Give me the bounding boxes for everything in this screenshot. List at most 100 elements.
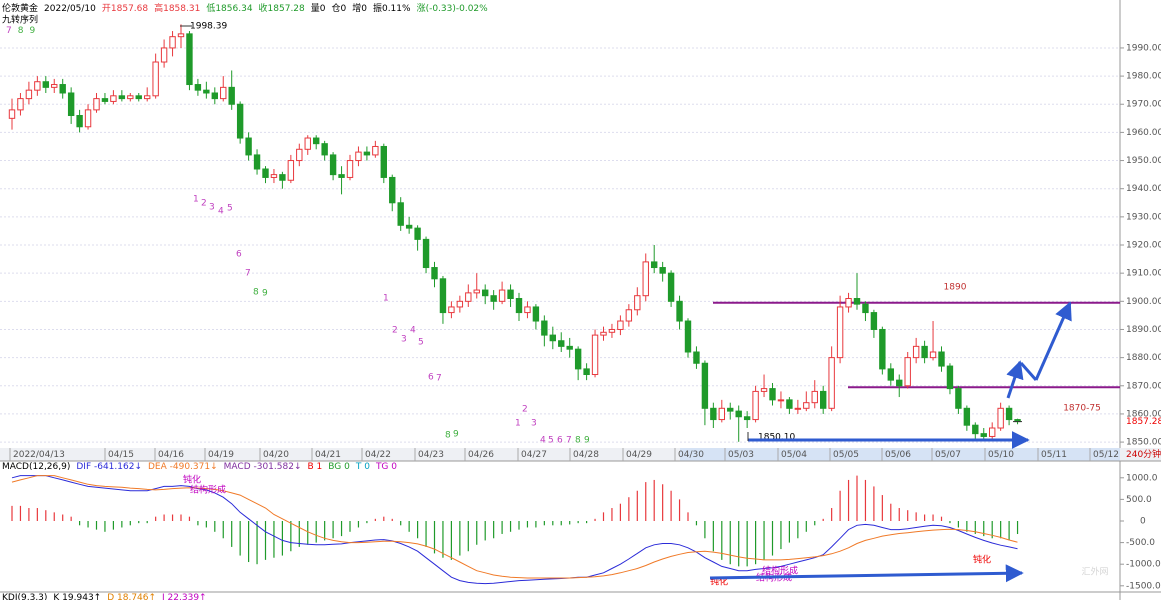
candle-body — [203, 89, 210, 94]
candle-body — [67, 92, 75, 117]
candle-body — [735, 410, 742, 418]
candle-body — [245, 137, 252, 156]
candle-body — [524, 306, 531, 314]
candle-body — [769, 388, 776, 401]
candle-body — [634, 295, 641, 311]
y-tick-label: 1880.00 — [1126, 353, 1161, 363]
seq-label: 6 — [428, 373, 434, 383]
seq-label: 5 — [548, 436, 554, 446]
candle-body — [743, 416, 751, 421]
arrow — [1034, 301, 1072, 381]
candle-body — [42, 81, 49, 88]
macd-legend-item: MACD(12,26,9) — [2, 462, 70, 472]
y-tick-label: 1860.00 — [1126, 409, 1161, 419]
x-tick-label: 04/28 — [573, 450, 599, 460]
candle-body — [946, 365, 954, 390]
kdj-legend-item: KDJ(9,3,3) — [2, 593, 47, 600]
candle-body — [211, 92, 219, 100]
x-tick-label: 04/16 — [158, 450, 184, 460]
top-seq-item: 9 — [29, 26, 35, 36]
seq-label: 5 — [418, 338, 424, 348]
candle-body — [405, 224, 413, 229]
candle-body — [651, 261, 658, 269]
candle-body — [617, 320, 624, 330]
candle-body — [101, 98, 109, 102]
seq-label: 9 — [584, 436, 590, 446]
candle-body — [169, 36, 176, 49]
arrow — [1006, 360, 1024, 399]
quote-header-item: 涨(-0.33)-0.02% — [417, 3, 489, 14]
seq-label: 1 — [193, 195, 199, 205]
candle-body — [566, 345, 573, 350]
seq-label: 2 — [522, 405, 528, 415]
quote-header-item: 量0 — [311, 3, 326, 14]
candle-body — [625, 309, 633, 322]
quote-header-item: 高1858.31 — [154, 2, 200, 14]
seq-label: 4 — [218, 207, 224, 217]
candle-body — [498, 289, 506, 302]
candle-body — [684, 320, 692, 353]
macd-line — [11, 475, 1018, 579]
seq-label: 7 — [436, 374, 442, 384]
candle-body — [820, 390, 827, 409]
candle-body — [194, 84, 202, 91]
arrow — [709, 564, 1024, 583]
candle-body — [811, 390, 818, 404]
y-tick-label: 1850.00 — [1126, 438, 1161, 448]
candle-body — [887, 368, 894, 381]
candle-body — [541, 320, 548, 336]
candle-body — [803, 402, 810, 409]
kdj-legend: KDJ(9,3,3) K 19.943↑ D 18.746↑ J 22.339↑ — [2, 593, 207, 600]
candle-body — [482, 289, 489, 297]
candle-body — [600, 331, 607, 336]
seq-label: 9 — [453, 430, 459, 440]
candle-body — [591, 334, 599, 376]
x-tick-label: 04/19 — [208, 450, 234, 460]
candle-body — [321, 143, 328, 156]
seq-label: 7 — [245, 269, 251, 279]
candle-body — [279, 174, 286, 181]
x-tick-label: 05/03 — [728, 450, 754, 460]
candle-body — [228, 86, 235, 105]
y-tick-label: 1000.0 — [1126, 473, 1158, 483]
candle-body — [34, 81, 41, 91]
macd-legend-item: T 0 — [355, 462, 370, 472]
candle-body — [372, 145, 379, 156]
x-tick-label: 05/04 — [781, 450, 807, 460]
candle-body — [439, 278, 447, 314]
candle-body — [17, 98, 24, 111]
x-tick-label: 04/20 — [263, 450, 289, 460]
x-tick-label: 05/12 — [1093, 450, 1119, 460]
candle-body — [608, 328, 616, 333]
y-tick-label: 1950.00 — [1126, 156, 1161, 166]
candle-body — [760, 388, 768, 392]
x-tick-label: 04/30 — [678, 450, 704, 460]
candle-body — [870, 312, 878, 330]
seq-label: 4 — [410, 326, 416, 336]
x-tick-label: 05/05 — [833, 450, 859, 460]
candle-body — [220, 86, 227, 100]
candle-body — [490, 295, 497, 302]
candle-body — [296, 148, 303, 162]
candle-body — [642, 261, 649, 297]
candle-body — [84, 109, 92, 128]
quote-header-item: 开1857.68 — [102, 3, 148, 14]
candle-body — [845, 298, 852, 308]
top-seq-item: 7 — [6, 26, 12, 36]
candle-body — [549, 334, 556, 342]
last-price-label: 1857.28 — [1126, 417, 1161, 427]
candle-body — [786, 399, 793, 409]
kdj-legend-item: K 19.943↑ — [53, 593, 101, 600]
candle-body — [667, 272, 675, 302]
candle-body — [262, 168, 269, 178]
x-tick-label: 04/29 — [626, 450, 652, 460]
candle-body — [51, 84, 58, 88]
candle-body — [118, 95, 126, 100]
candle-body — [718, 407, 725, 421]
macd-legend-item: B 1 — [308, 462, 323, 472]
seq-label: 3 — [401, 335, 407, 345]
y-tick-label: 0 — [1140, 516, 1146, 526]
y-tick-label: -500.0 — [1126, 538, 1155, 548]
